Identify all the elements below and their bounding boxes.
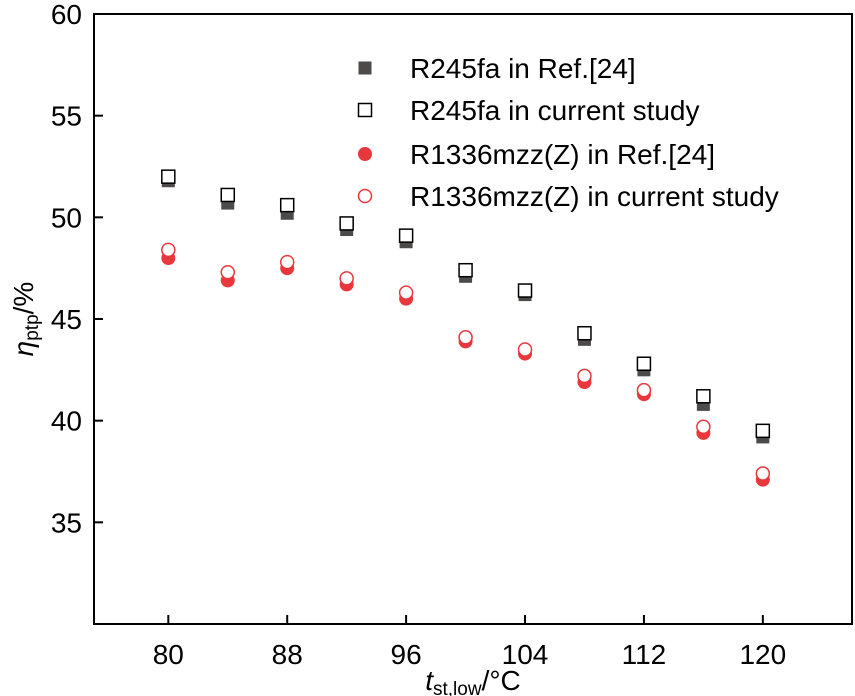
data-point	[220, 187, 236, 203]
legend-marker	[357, 102, 373, 118]
legend-marker	[358, 147, 372, 161]
y-tick-label: 35	[51, 507, 82, 538]
data-point	[161, 242, 176, 258]
series-1	[161, 174, 770, 444]
data-point	[458, 262, 473, 278]
legend-marker	[358, 61, 372, 75]
x-tick-label: 96	[391, 639, 422, 670]
data-point	[339, 271, 354, 286]
y-tick-label: 40	[51, 406, 82, 437]
legend-marker	[357, 188, 373, 204]
y-tick-label: 55	[51, 101, 82, 132]
data-point	[696, 419, 711, 435]
data-point	[577, 325, 592, 341]
y-tick-label: 50	[51, 202, 82, 233]
x-tick-label: 88	[272, 639, 303, 670]
data-point	[458, 330, 473, 345]
series-3	[161, 251, 770, 487]
data-point	[755, 466, 771, 481]
x-axis-label: tst,low/°C	[425, 665, 521, 696]
data-point	[220, 264, 236, 280]
y-axis-label: ηptp/%	[8, 282, 43, 357]
legend-label: R245fa in current study	[410, 95, 700, 126]
legend-label: R1336mzz(Z) in Ref.[24]	[410, 139, 715, 170]
x-tick-label: 80	[153, 639, 184, 670]
y-tick-label: 60	[51, 0, 82, 30]
x-tick-label: 120	[739, 639, 786, 670]
data-point	[161, 169, 176, 184]
data-point	[398, 228, 414, 243]
data-point	[636, 382, 652, 398]
legend-label: R245fa in Ref.[24]	[410, 53, 636, 84]
data-point	[755, 423, 771, 439]
data-point	[517, 283, 533, 298]
data-point	[577, 368, 592, 384]
series-4	[161, 242, 771, 481]
series-2	[161, 169, 771, 439]
x-tick-label: 104	[502, 639, 549, 670]
data-points	[161, 169, 771, 487]
legend-label: R1336mzz(Z) in current study	[410, 181, 779, 212]
data-point	[517, 342, 533, 357]
data-point	[279, 254, 295, 270]
data-point	[696, 389, 711, 404]
x-axis-ticks: 80 88 96 104 112 120	[153, 615, 786, 670]
data-point	[339, 216, 354, 231]
y-axis-ticks: 35 40 45 50 55 60	[51, 0, 103, 538]
data-point	[636, 356, 652, 371]
y-tick-label: 45	[51, 304, 82, 335]
legend: R245fa in Ref.[24] R245fa in current stud…	[357, 53, 779, 212]
x-tick-label: 112	[622, 639, 667, 670]
data-point	[398, 285, 414, 300]
data-point	[279, 197, 295, 213]
